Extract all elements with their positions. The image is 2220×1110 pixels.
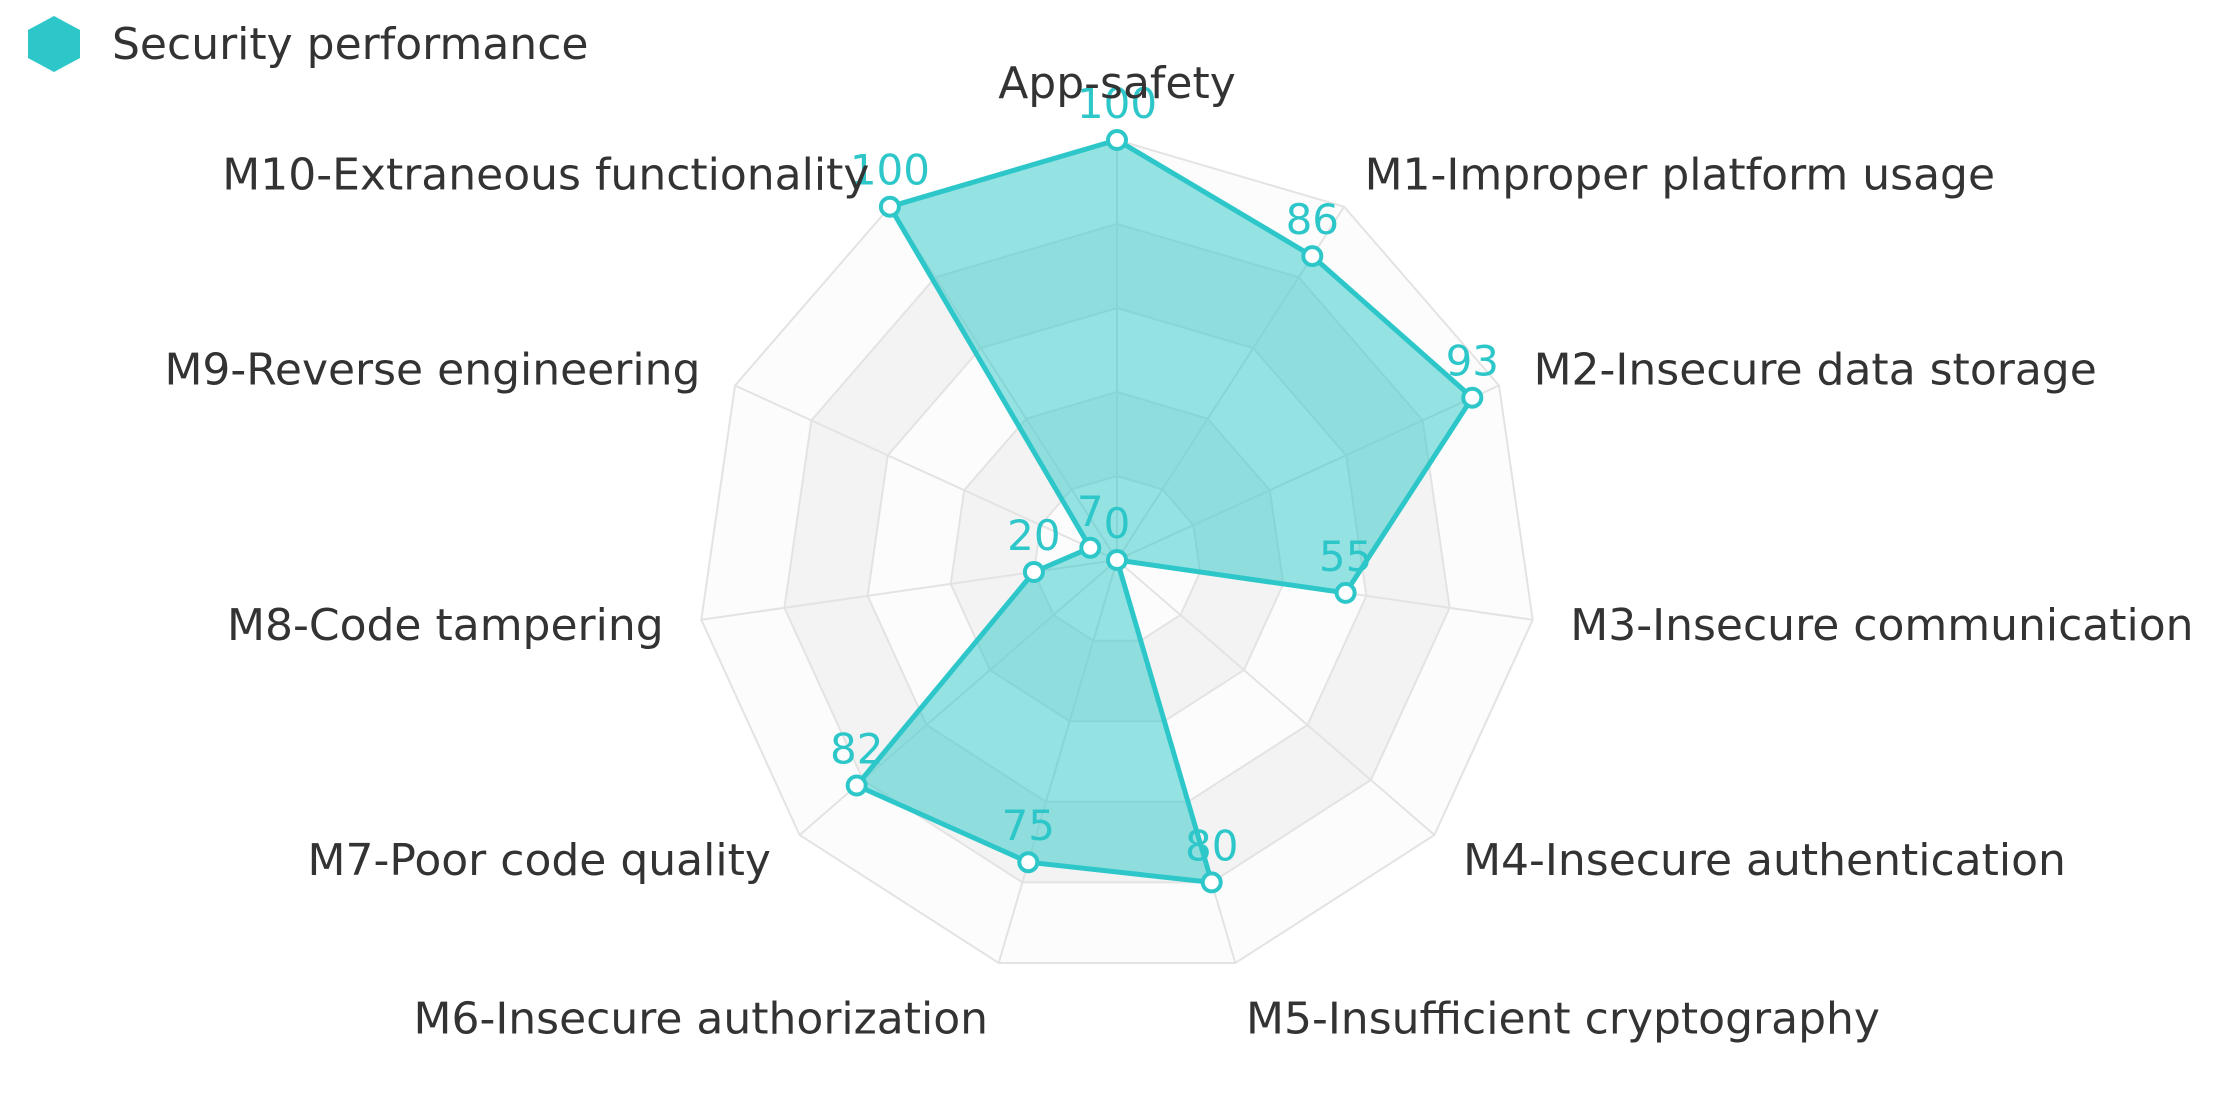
value-label: 7: [1077, 487, 1104, 536]
value-label: 93: [1446, 337, 1499, 386]
value-label: 82: [830, 725, 883, 774]
category-label: M9-Reverse engineering: [164, 345, 700, 396]
value-label: 100: [850, 146, 930, 195]
category-label: M2-Insecure data storage: [1534, 345, 2097, 396]
value-label: 55: [1319, 532, 1372, 581]
data-point: [1079, 536, 1102, 559]
data-point: [1017, 851, 1040, 874]
data-point: [1301, 245, 1324, 268]
data-point: [845, 774, 868, 797]
data-point: [878, 195, 901, 218]
category-label: M6-Insecure authorization: [413, 993, 988, 1044]
value-label: 86: [1286, 195, 1339, 244]
radar-spoke: [734, 384, 1118, 561]
radar-spoke: [1116, 559, 1436, 836]
data-point: [1022, 561, 1045, 583]
value-label: 0: [1104, 499, 1131, 548]
category-label: App-safety: [998, 58, 1236, 109]
data-point: [1106, 129, 1128, 151]
value-label: 20: [1007, 511, 1060, 560]
category-label: M10-Extraneous functionality: [222, 150, 869, 201]
data-point: [1334, 581, 1357, 604]
category-label: M5-Insufficient cryptography: [1246, 993, 1880, 1044]
data-point: [1106, 549, 1128, 571]
category-label: M4-Insecure authentication: [1463, 835, 2066, 886]
value-label: 80: [1185, 821, 1238, 870]
category-label: M8-Code tampering: [227, 600, 664, 651]
category-label: M7-Poor code quality: [308, 835, 771, 886]
category-label: M1-Improper platform usage: [1365, 150, 1995, 201]
series-area: [854, 137, 1475, 885]
legend-hexagon-icon: [28, 16, 80, 72]
value-label: 100: [1077, 79, 1157, 128]
data-point: [1200, 871, 1223, 894]
legend[interactable]: Security performance: [26, 14, 588, 74]
legend-series-label: Security performance: [112, 18, 589, 70]
category-label: M3-Insecure communication: [1570, 600, 2193, 651]
value-label: 75: [1002, 801, 1055, 850]
data-point: [1461, 386, 1484, 409]
